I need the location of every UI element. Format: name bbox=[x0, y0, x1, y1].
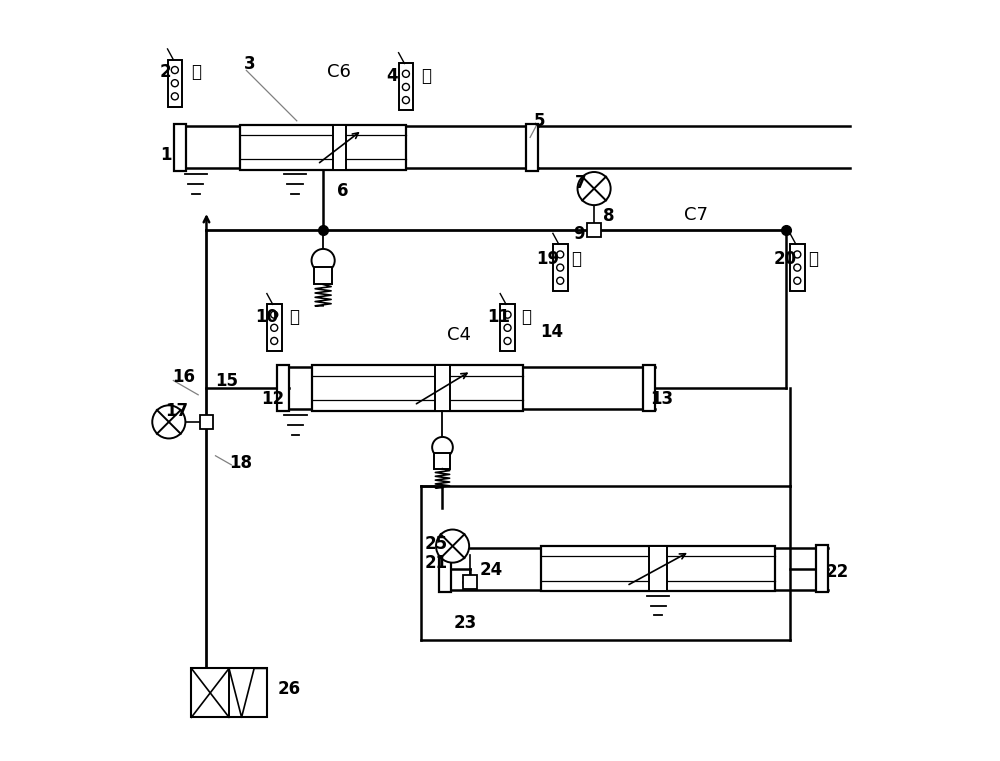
Bar bbox=[267, 304, 282, 352]
Circle shape bbox=[402, 70, 409, 78]
Circle shape bbox=[504, 324, 511, 331]
Bar bbox=[399, 63, 413, 110]
Text: 开: 开 bbox=[571, 250, 581, 268]
Circle shape bbox=[794, 277, 801, 285]
Text: 8: 8 bbox=[603, 208, 615, 225]
Text: 11: 11 bbox=[487, 307, 510, 326]
Circle shape bbox=[557, 264, 564, 271]
Circle shape bbox=[436, 530, 469, 562]
Text: C6: C6 bbox=[327, 63, 351, 81]
Bar bbox=[312, 365, 523, 411]
Bar bbox=[553, 244, 568, 291]
Bar bbox=[200, 415, 213, 428]
Bar bbox=[435, 365, 450, 411]
Bar bbox=[541, 546, 775, 591]
Bar bbox=[790, 244, 805, 291]
Bar bbox=[240, 125, 406, 170]
Text: 21: 21 bbox=[425, 554, 448, 572]
Circle shape bbox=[504, 311, 511, 318]
Circle shape bbox=[402, 84, 409, 91]
Text: 3: 3 bbox=[244, 56, 256, 73]
Circle shape bbox=[271, 337, 278, 345]
Bar bbox=[168, 59, 182, 107]
Bar bbox=[439, 546, 451, 592]
Text: 13: 13 bbox=[651, 390, 674, 409]
Text: 26: 26 bbox=[278, 680, 301, 698]
Text: C4: C4 bbox=[447, 326, 471, 344]
Text: 开: 开 bbox=[191, 63, 201, 81]
Text: 25: 25 bbox=[425, 535, 448, 552]
Bar bbox=[277, 365, 289, 412]
Circle shape bbox=[171, 80, 178, 87]
Text: C7: C7 bbox=[684, 206, 708, 224]
Circle shape bbox=[152, 406, 185, 438]
Text: 10: 10 bbox=[255, 307, 278, 326]
Text: 23: 23 bbox=[454, 614, 477, 632]
Bar bbox=[500, 304, 515, 352]
Text: 24: 24 bbox=[480, 561, 503, 579]
Text: 关: 关 bbox=[809, 250, 819, 268]
Circle shape bbox=[402, 97, 409, 103]
Bar bbox=[649, 546, 667, 591]
Bar bbox=[526, 124, 538, 170]
Text: 17: 17 bbox=[165, 402, 188, 419]
Circle shape bbox=[271, 311, 278, 318]
Text: 16: 16 bbox=[173, 368, 196, 386]
Text: 2: 2 bbox=[160, 63, 171, 81]
Text: 15: 15 bbox=[215, 371, 238, 390]
Bar bbox=[333, 125, 346, 170]
Circle shape bbox=[271, 324, 278, 331]
Circle shape bbox=[578, 172, 611, 205]
Bar bbox=[191, 668, 267, 718]
Circle shape bbox=[432, 437, 453, 457]
Bar bbox=[816, 546, 828, 592]
Circle shape bbox=[504, 337, 511, 345]
Text: 绿: 绿 bbox=[521, 307, 531, 326]
Circle shape bbox=[171, 66, 178, 74]
Text: 红: 红 bbox=[289, 307, 299, 326]
Bar bbox=[174, 124, 186, 170]
Bar bbox=[587, 223, 601, 237]
Circle shape bbox=[312, 249, 335, 272]
Text: 6: 6 bbox=[337, 182, 348, 200]
Circle shape bbox=[794, 264, 801, 271]
Text: 1: 1 bbox=[160, 145, 171, 164]
Circle shape bbox=[171, 93, 178, 100]
Text: 5: 5 bbox=[534, 112, 545, 130]
Text: 关: 关 bbox=[421, 67, 431, 84]
Circle shape bbox=[557, 277, 564, 285]
Bar bbox=[463, 575, 477, 589]
Text: 4: 4 bbox=[386, 67, 398, 84]
Text: 7: 7 bbox=[575, 174, 587, 193]
Circle shape bbox=[557, 251, 564, 258]
Text: 12: 12 bbox=[261, 390, 285, 409]
Text: 9: 9 bbox=[573, 225, 585, 244]
Text: 22: 22 bbox=[825, 563, 848, 581]
Text: 14: 14 bbox=[540, 323, 563, 341]
Bar bbox=[314, 266, 332, 285]
Text: 20: 20 bbox=[774, 250, 797, 268]
Bar bbox=[643, 365, 655, 412]
Bar bbox=[434, 453, 450, 469]
Text: 18: 18 bbox=[229, 454, 252, 473]
Text: 19: 19 bbox=[536, 250, 559, 268]
Circle shape bbox=[794, 251, 801, 258]
